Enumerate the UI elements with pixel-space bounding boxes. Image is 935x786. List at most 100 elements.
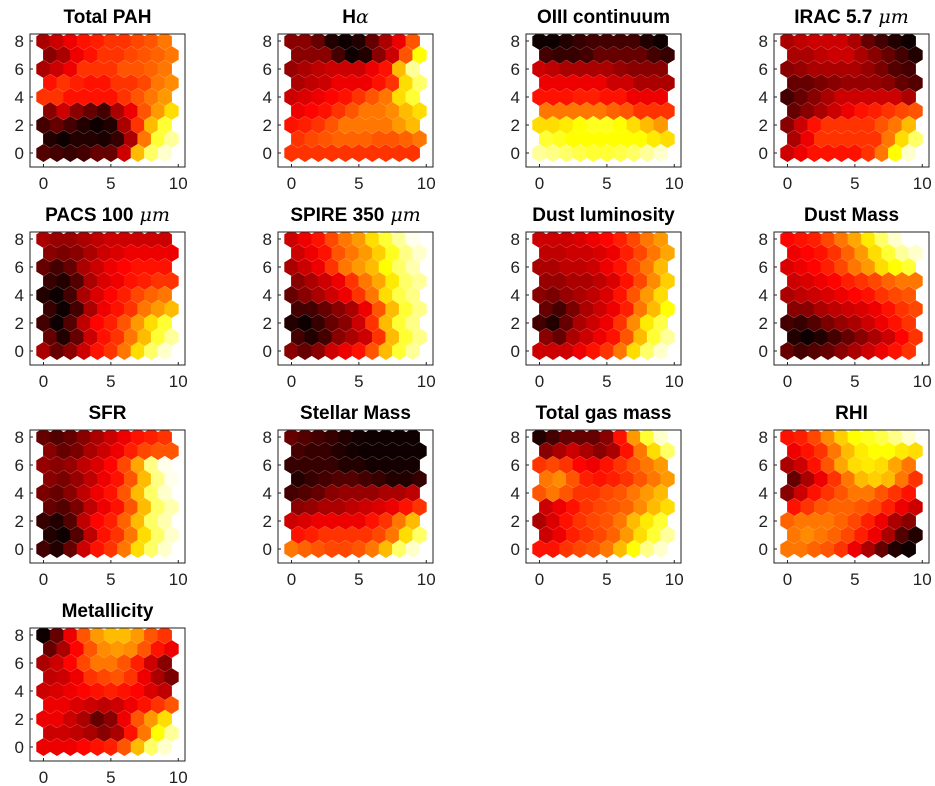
hex-cell bbox=[351, 511, 367, 531]
hex-cell bbox=[36, 709, 51, 729]
hex-cell bbox=[847, 87, 863, 107]
hex-cell bbox=[317, 73, 333, 93]
hex-cell bbox=[164, 497, 179, 517]
hex-cell bbox=[626, 341, 642, 361]
hex-cell bbox=[606, 45, 621, 65]
hex-cell bbox=[344, 327, 360, 347]
hex-cell bbox=[144, 341, 159, 361]
hex-cell bbox=[579, 129, 594, 149]
hex-cell bbox=[861, 143, 876, 163]
hex-cell bbox=[619, 469, 635, 489]
hex-cell bbox=[606, 327, 621, 347]
hex-cell bbox=[144, 483, 159, 503]
hex-cell bbox=[304, 525, 319, 545]
hex-cell bbox=[164, 441, 179, 461]
y-tick-label: 8 bbox=[15, 428, 24, 447]
hex-cell bbox=[284, 143, 299, 163]
hex-cell bbox=[572, 313, 588, 333]
axes-box bbox=[773, 33, 930, 168]
hex-cell bbox=[110, 639, 125, 659]
hex-cell bbox=[392, 232, 407, 249]
hex-cell bbox=[586, 59, 601, 79]
hex-cell bbox=[130, 257, 145, 277]
hex-cell bbox=[813, 243, 829, 263]
hex-cell bbox=[338, 115, 353, 135]
hex-grid bbox=[36, 628, 179, 757]
hex-cell bbox=[324, 313, 340, 333]
hex-cell bbox=[820, 313, 836, 333]
hex-cell bbox=[640, 511, 655, 531]
hex-grid bbox=[36, 430, 179, 559]
hex-cell bbox=[392, 59, 407, 79]
hex-cell bbox=[338, 285, 353, 305]
hex-cell bbox=[653, 115, 668, 135]
hex-cell bbox=[358, 469, 373, 489]
hex-cell bbox=[820, 285, 836, 305]
hex-cell bbox=[103, 143, 118, 163]
hex-cell bbox=[338, 539, 353, 559]
hex-cell bbox=[901, 430, 916, 447]
hex-cell bbox=[164, 101, 179, 121]
hex-cell bbox=[378, 483, 394, 503]
hex-cell bbox=[103, 285, 118, 305]
hex-cell bbox=[545, 430, 561, 447]
hex-cell bbox=[793, 87, 809, 107]
hex-cell bbox=[83, 525, 98, 545]
hex-cell bbox=[660, 45, 675, 65]
y-tick-label: 6 bbox=[15, 258, 24, 277]
hex-cell bbox=[103, 257, 118, 277]
hex-cell bbox=[83, 73, 98, 93]
hex-cell bbox=[70, 243, 85, 263]
hex-cell bbox=[110, 469, 125, 489]
hex-cell bbox=[291, 441, 306, 461]
hex-cell bbox=[371, 441, 387, 461]
hex-cell bbox=[331, 101, 346, 121]
hex-cell bbox=[49, 313, 65, 333]
hex-cell bbox=[103, 232, 118, 249]
hex-cell bbox=[606, 243, 621, 263]
panel-title: OIII continuum bbox=[537, 7, 670, 28]
hex-cell bbox=[908, 441, 923, 461]
hex-cell bbox=[606, 73, 621, 93]
hex-cell bbox=[157, 455, 172, 475]
hex-cell bbox=[532, 511, 547, 531]
hex-cell bbox=[43, 243, 58, 263]
hex-cell bbox=[97, 101, 112, 121]
hex-cell bbox=[365, 34, 380, 51]
hex-cell bbox=[365, 483, 380, 503]
y-tick-label: 6 bbox=[759, 258, 768, 277]
hex-cell bbox=[43, 45, 58, 65]
hex-cell bbox=[284, 285, 299, 305]
hex-cell bbox=[150, 441, 166, 461]
hex-cell bbox=[123, 441, 139, 461]
hex-cell bbox=[640, 455, 655, 475]
hex-cell bbox=[304, 243, 319, 263]
hex-cell bbox=[894, 469, 910, 489]
hex-cell bbox=[117, 628, 132, 645]
y-tick-label: 6 bbox=[15, 654, 24, 673]
hex-cell bbox=[834, 143, 849, 163]
hex-cell bbox=[97, 469, 112, 489]
hex-cell bbox=[572, 232, 588, 249]
y-tick-label: 6 bbox=[759, 60, 768, 79]
hex-cell bbox=[123, 129, 139, 149]
hex-cell bbox=[311, 313, 326, 333]
hex-cell bbox=[867, 129, 883, 149]
hex-cell bbox=[559, 455, 574, 475]
hex-cell bbox=[398, 73, 414, 93]
hex-cell bbox=[63, 483, 78, 503]
panel-title: Hα bbox=[342, 6, 369, 28]
hex-cell bbox=[117, 143, 132, 163]
hex-cell bbox=[787, 469, 802, 489]
hex-cell bbox=[117, 257, 132, 277]
hex-cell bbox=[130, 341, 145, 361]
hex-cell bbox=[123, 667, 139, 687]
hex-cell bbox=[807, 511, 822, 531]
hex-cell bbox=[827, 73, 842, 93]
hex-cell bbox=[324, 483, 340, 503]
hex-cell bbox=[847, 313, 863, 333]
hex-cell bbox=[297, 483, 313, 503]
hex-cell bbox=[351, 455, 367, 475]
hex-cell bbox=[901, 285, 916, 305]
hex-cell bbox=[874, 483, 890, 503]
